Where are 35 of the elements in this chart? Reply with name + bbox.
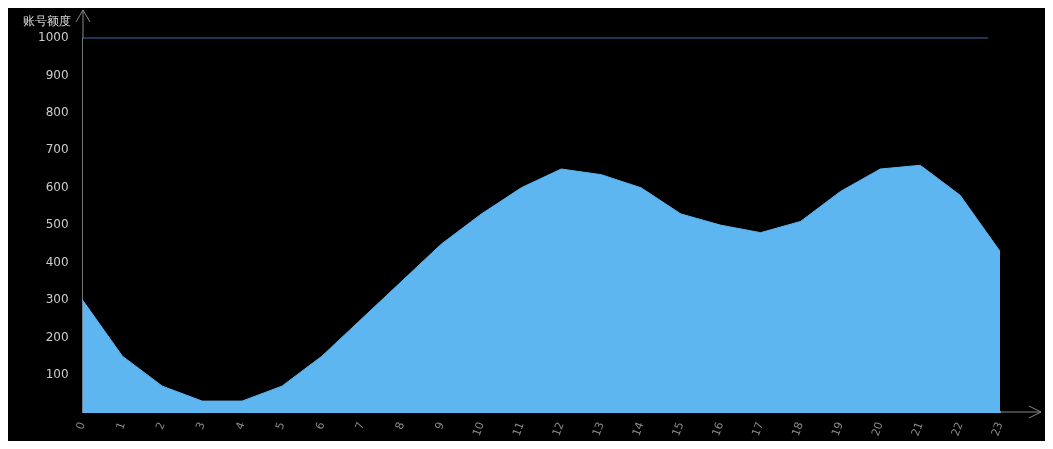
y-tick-label: 800	[45, 104, 69, 119]
x-tick-label: 17	[749, 420, 767, 438]
x-tick-label: 18	[789, 420, 807, 438]
x-tick-label: 15	[669, 420, 687, 438]
x-tick-label: 12	[549, 420, 567, 438]
x-tick-label: 6	[312, 420, 328, 432]
x-tick-label: 4	[232, 420, 248, 432]
x-tick-label: 16	[709, 420, 727, 438]
x-tick-label: 10	[469, 420, 487, 438]
y-tick-label: 100	[45, 367, 69, 382]
x-tick-label: 8	[392, 420, 408, 432]
y-tick-label: 1000	[37, 30, 69, 45]
x-tick-label: 19	[828, 420, 846, 438]
y-tick-label: 600	[45, 179, 69, 194]
x-tick-label: 5	[272, 420, 288, 432]
x-tick-label: 20	[868, 420, 886, 438]
y-tick-label: 500	[45, 217, 69, 232]
x-tick-label: 22	[948, 420, 966, 438]
x-tick-label: 2	[153, 420, 168, 432]
y-tick-label: 300	[45, 292, 69, 307]
x-tick-label: 11	[509, 420, 527, 438]
y-tick-label: 200	[45, 329, 69, 344]
x-tick-label: 14	[629, 420, 647, 438]
x-tick-label: 0	[73, 420, 89, 432]
y-tick-label: 400	[45, 254, 69, 269]
x-tick-label: 13	[589, 420, 607, 438]
x-tick-label: 9	[432, 420, 448, 432]
x-tick-label: 3	[193, 420, 208, 432]
y-tick-label: 700	[45, 142, 69, 157]
y-tick-label: 900	[45, 67, 69, 82]
x-tick-label: 1	[113, 420, 128, 432]
y-axis-title: 账号额度	[22, 14, 71, 29]
x-tick-label: 21	[908, 420, 926, 438]
x-tick-label: 7	[352, 420, 368, 432]
x-tick-label: 23	[988, 420, 1006, 438]
